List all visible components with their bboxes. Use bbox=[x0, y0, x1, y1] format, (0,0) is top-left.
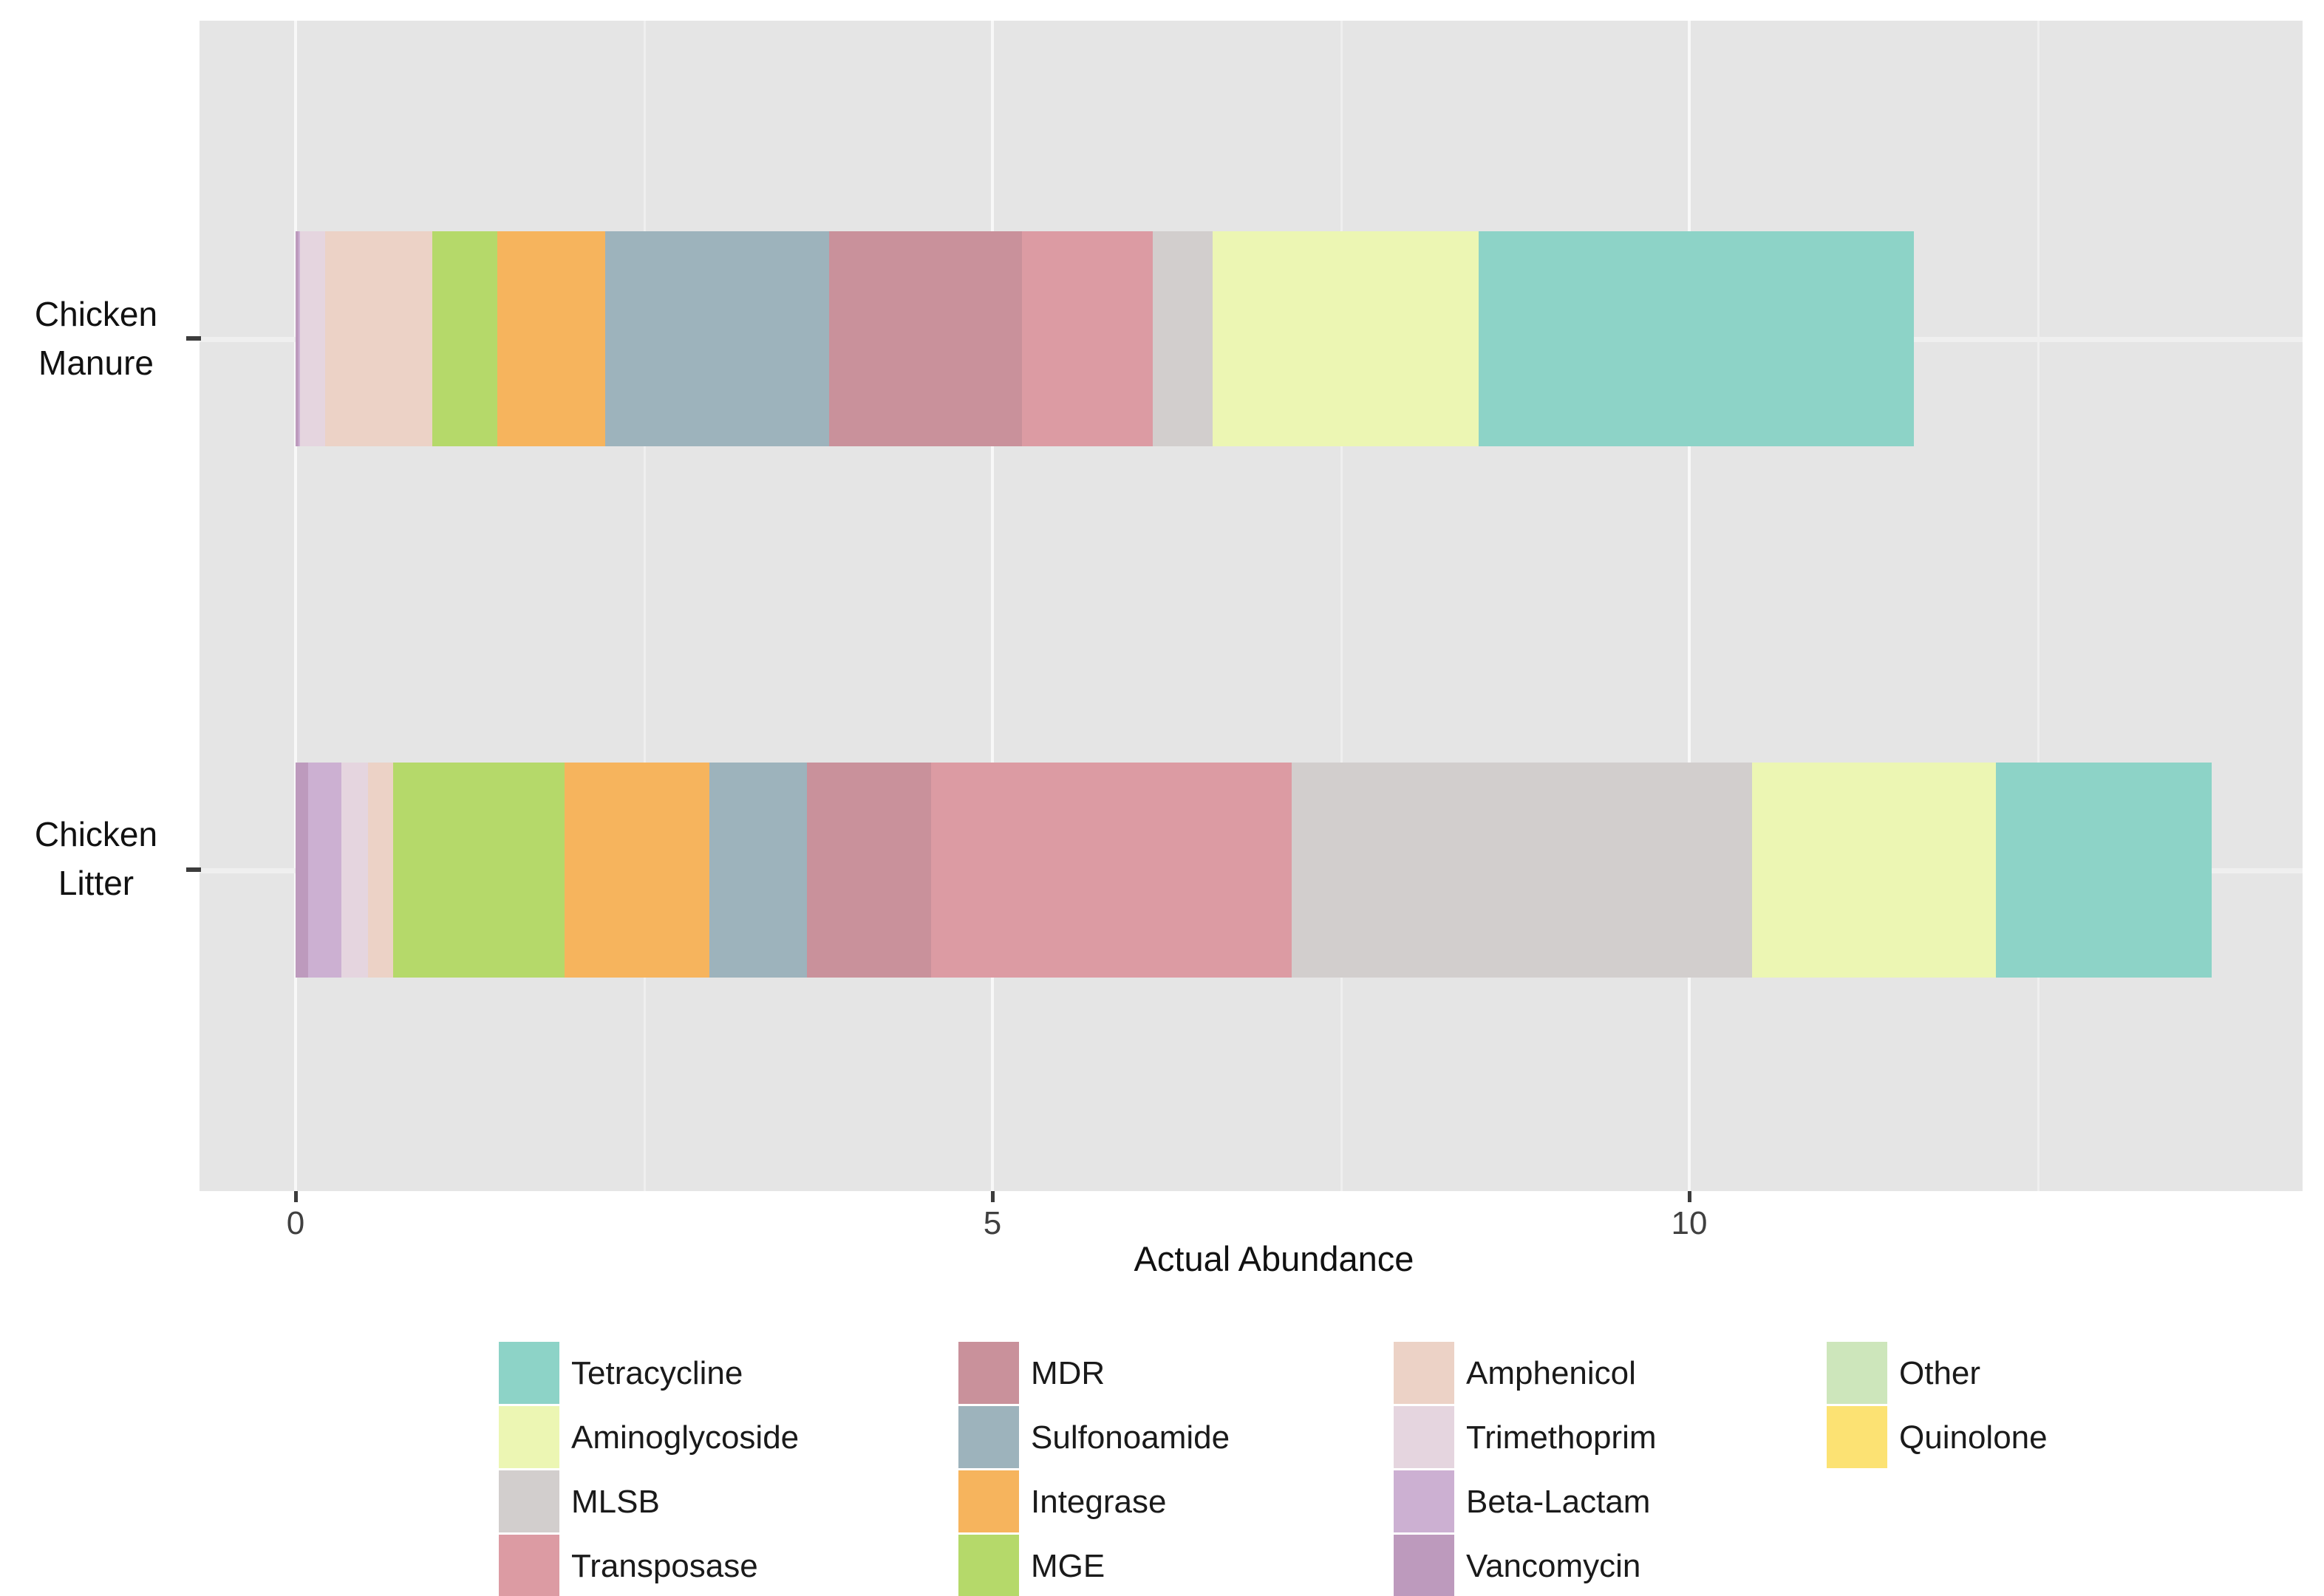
bar-segment-amphenicol bbox=[368, 763, 393, 978]
gridline-minor bbox=[643, 21, 646, 1191]
legend-swatch bbox=[499, 1535, 559, 1596]
x-axis-tick bbox=[1688, 1191, 1691, 1202]
legend-label: Transposase bbox=[571, 1547, 758, 1584]
category-label-line: Chicken bbox=[34, 815, 158, 853]
bar-segment-mlsb bbox=[1152, 231, 1213, 446]
x-axis-tick bbox=[991, 1191, 995, 1202]
legend-label: MDR bbox=[1031, 1354, 1105, 1391]
legend-label: MLSB bbox=[571, 1483, 660, 1520]
category-label-line: Manure bbox=[38, 344, 154, 382]
bar-segment-amphenicol bbox=[324, 231, 432, 446]
bar-segment-transposase bbox=[1021, 231, 1153, 446]
bar-segment-tetracycline bbox=[1995, 763, 2212, 978]
bar-segment-integrase bbox=[497, 231, 605, 446]
legend-label: Beta-Lactam bbox=[1466, 1483, 1651, 1520]
category-label-chicken-manure: Chicken Manure bbox=[4, 290, 188, 387]
gridline-major bbox=[294, 21, 297, 1191]
legend-label: Amphenicol bbox=[1466, 1354, 1636, 1391]
legend-label: Integrase bbox=[1031, 1483, 1167, 1520]
bar-segment-vancomycin bbox=[296, 763, 308, 978]
gridline-minor bbox=[2037, 21, 2040, 1191]
legend-swatch bbox=[1394, 1342, 1454, 1404]
bar-segment-mlsb bbox=[1292, 763, 1752, 978]
legend-label: Vancomycin bbox=[1466, 1547, 1641, 1584]
legend-label: Sulfonoamide bbox=[1031, 1419, 1230, 1456]
legend-swatch bbox=[958, 1470, 1019, 1532]
legend-swatch bbox=[1827, 1342, 1887, 1404]
bar-segment-mdr bbox=[829, 231, 1022, 446]
legend-label: Tetracycline bbox=[571, 1354, 743, 1391]
bar-segment-tetracycline bbox=[1479, 231, 1914, 446]
x-axis-tick bbox=[294, 1191, 298, 1202]
legend-swatch bbox=[1827, 1406, 1887, 1468]
legend-label: Aminoglycoside bbox=[571, 1419, 800, 1456]
legend-swatch bbox=[499, 1470, 559, 1532]
bar-segment-integrase bbox=[564, 763, 710, 978]
bar-segment-trimethoprim bbox=[341, 763, 369, 978]
bar-segment-trimethoprim bbox=[299, 231, 325, 446]
category-label-chicken-litter: Chicken Litter bbox=[4, 810, 188, 907]
bar-chicken-manure bbox=[296, 231, 1914, 446]
legend-label: Quinolone bbox=[1899, 1419, 2048, 1456]
bar-segment-vancomycin bbox=[296, 231, 299, 446]
legend-label: MGE bbox=[1031, 1547, 1105, 1584]
category-label-line: Chicken bbox=[34, 295, 158, 333]
legend-swatch bbox=[499, 1406, 559, 1468]
bar-segment-mge bbox=[392, 763, 565, 978]
legend-swatch bbox=[1394, 1470, 1454, 1532]
legend-swatch bbox=[958, 1342, 1019, 1404]
legend-label: Trimethoprim bbox=[1466, 1419, 1657, 1456]
plot-panel bbox=[200, 21, 2303, 1191]
bar-segment-aminoglycoside bbox=[1751, 763, 1996, 978]
bar-chicken-litter bbox=[296, 763, 2212, 978]
legend-swatch bbox=[1394, 1535, 1454, 1596]
x-axis-tick-label: 5 bbox=[983, 1205, 1002, 1241]
bar-segment-beta-lactam bbox=[298, 231, 300, 446]
bar-segment-mge bbox=[432, 231, 498, 446]
bar-segment-aminoglycoside bbox=[1212, 231, 1479, 446]
legend-swatch bbox=[1394, 1406, 1454, 1468]
bar-segment-mdr bbox=[807, 763, 931, 978]
y-axis-tick bbox=[186, 336, 201, 341]
bar-segment-sulfonoamide bbox=[709, 763, 808, 978]
bar-segment-beta-lactam bbox=[307, 763, 342, 978]
gridline-minor bbox=[1340, 21, 1343, 1191]
legend-swatch bbox=[958, 1535, 1019, 1596]
gridline-major bbox=[1688, 21, 1691, 1191]
gridline-major bbox=[991, 21, 994, 1191]
legend-swatch bbox=[499, 1342, 559, 1404]
legend-swatch bbox=[958, 1406, 1019, 1468]
x-axis-title: Actual Abundance bbox=[1134, 1239, 1414, 1278]
legend-label: Other bbox=[1899, 1354, 1981, 1391]
x-axis-tick-label: 0 bbox=[286, 1205, 305, 1241]
x-axis-tick-label: 10 bbox=[1671, 1205, 1708, 1241]
y-axis-tick bbox=[186, 867, 201, 872]
bar-segment-transposase bbox=[930, 763, 1292, 978]
category-label-line: Litter bbox=[58, 864, 134, 902]
bar-segment-sulfonoamide bbox=[604, 231, 830, 446]
